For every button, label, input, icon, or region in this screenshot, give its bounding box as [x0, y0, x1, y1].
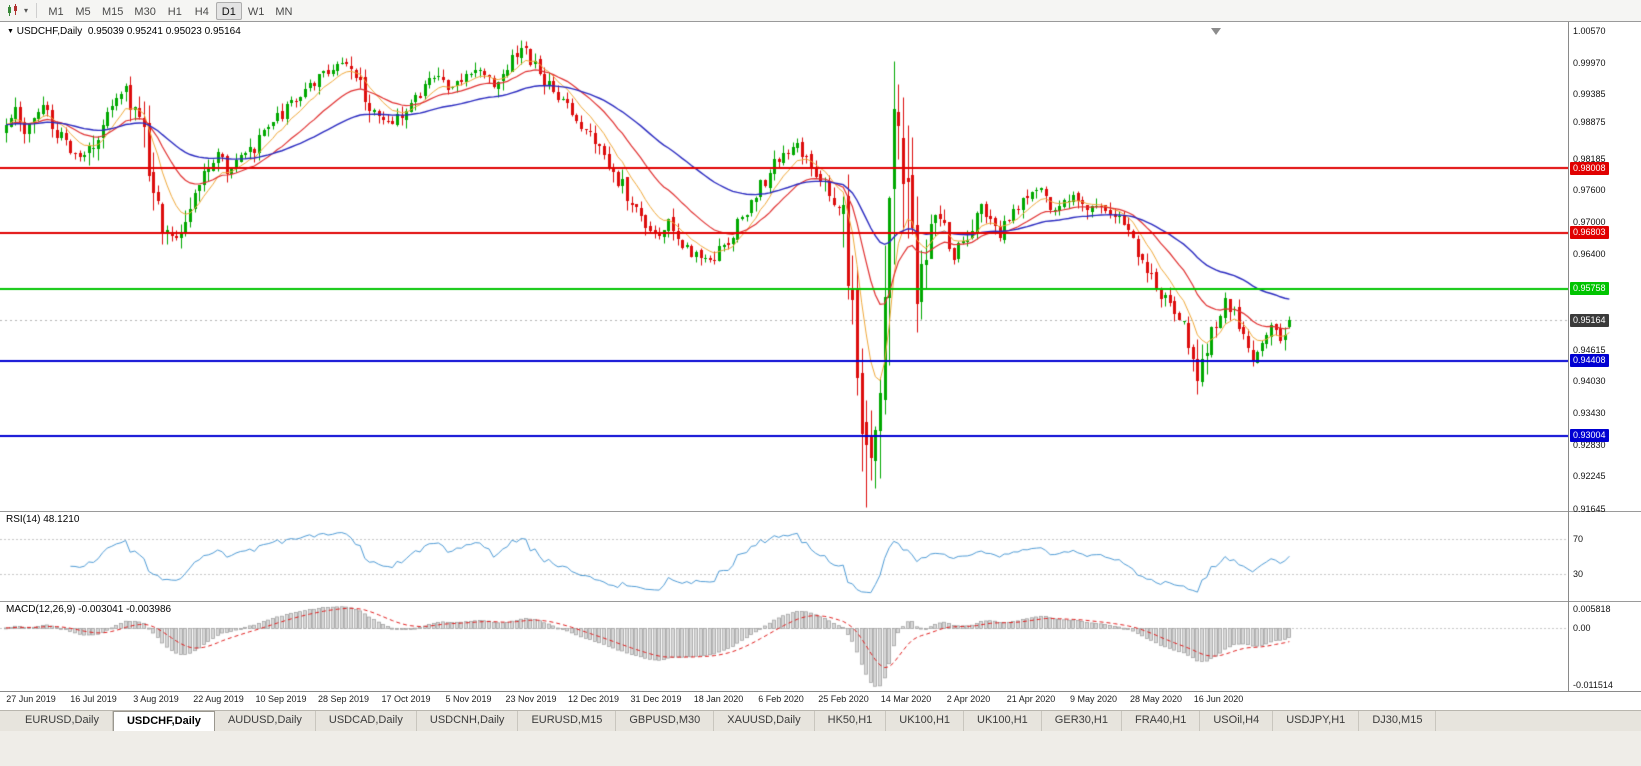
macd-scale-bottom: -0.011514 [1573, 680, 1613, 690]
date-label: 3 Aug 2019 [133, 694, 179, 704]
status-bar [0, 731, 1641, 766]
date-label: 21 Apr 2020 [1006, 694, 1056, 704]
price-level-badge: 0.95758 [1570, 282, 1609, 296]
date-label: 16 Jun 2020 [1193, 694, 1244, 704]
price-scale-label: 1.00570 [1573, 26, 1606, 37]
price-scale-label: 0.99385 [1573, 89, 1606, 100]
main-chart-canvas[interactable] [0, 22, 1568, 511]
price-level-badge: 0.94408 [1570, 354, 1609, 368]
chart-tab-audusd-daily[interactable]: AUDUSD,Daily [215, 711, 316, 731]
date-label: 6 Feb 2020 [758, 694, 804, 704]
timeframe-button-w1[interactable]: W1 [247, 5, 265, 18]
price-scale-label: 0.98185 [1573, 153, 1606, 164]
chart-shift-marker[interactable] [1211, 28, 1221, 35]
macd-header: MACD(12,26,9) -0.003041 -0.003986 [6, 604, 172, 615]
macd-canvas[interactable] [0, 602, 1568, 691]
price-scale-label: 0.98875 [1573, 116, 1606, 127]
time-axis-line [0, 691, 1641, 692]
chart-tab-xauusd-daily[interactable]: XAUUSD,Daily [714, 711, 815, 731]
date-label: 25 Feb 2020 [818, 694, 869, 704]
date-label: 31 Dec 2019 [630, 694, 682, 704]
price-scale-label: 0.97600 [1573, 184, 1606, 195]
chart-tab-uk100-h1[interactable]: UK100,H1 [964, 711, 1042, 731]
date-label: 23 Nov 2019 [505, 694, 557, 704]
price-scale-label: 0.99970 [1573, 58, 1606, 69]
chart-type-dropdown-icon[interactable]: ▾ [24, 6, 29, 15]
chart-type-icon[interactable] [5, 3, 21, 18]
price-level-badge: 0.96803 [1570, 226, 1609, 240]
toolbar: ▾ M1 M5 M15 M30 H1 H4 D1 W1 MN [0, 0, 1641, 22]
chart-tab-eurusd-daily[interactable]: EURUSD,Daily [12, 711, 113, 731]
rsi-scale-30: 30 [1573, 569, 1584, 579]
price-axis-line [1568, 22, 1569, 691]
rsi-canvas[interactable] [0, 512, 1568, 601]
chart-tab-dj30-m15[interactable]: DJ30,M15 [1359, 711, 1437, 731]
macd-scale-zero: 0.00 [1573, 622, 1591, 633]
date-label: 2 Apr 2020 [946, 694, 991, 704]
chart-tab-gbpusd-m30[interactable]: GBPUSD,M30 [616, 711, 715, 731]
date-label: 17 Oct 2019 [381, 694, 431, 704]
timeframe-button-mn[interactable]: MN [275, 5, 293, 18]
timeframe-button-h4[interactable]: H4 [194, 5, 209, 18]
chart-tab-usdcnh-daily[interactable]: USDCNH,Daily [417, 711, 519, 731]
price-scale-label: 0.92830 [1573, 440, 1606, 451]
chart-tab-ger30-h1[interactable]: GER30,H1 [1042, 711, 1122, 731]
price-scale-label: 0.94615 [1573, 344, 1606, 355]
date-label: 9 May 2020 [1069, 694, 1118, 704]
chart-tab-hk50-h1[interactable]: HK50,H1 [815, 711, 887, 731]
price-scale-label: 0.96400 [1573, 249, 1606, 260]
date-label: 18 Jan 2020 [693, 694, 744, 704]
current-price-badge: 0.95164 [1570, 313, 1609, 327]
price-scale-label: 0.92245 [1573, 471, 1606, 482]
chart-dropdown-icon: ▼ [7, 28, 14, 35]
date-label: 14 Mar 2020 [880, 694, 932, 704]
chart-tab-bar: EURUSD,Daily USDCHF,Daily AUDUSD,Daily USDC… [0, 710, 1641, 731]
date-label: 27 Jun 2019 [6, 694, 56, 704]
chart-tab-usdcad-daily[interactable]: USDCAD,Daily [316, 711, 417, 731]
timeframe-button-h1[interactable]: H1 [167, 5, 182, 18]
date-label: 22 Aug 2019 [193, 694, 244, 704]
chart-symbol: USDCHF,Daily [16, 26, 83, 37]
date-label: 16 Jul 2019 [70, 694, 117, 704]
timeframe-button-d1[interactable]: D1 [215, 1, 242, 20]
chart-tab-fra40-h1[interactable]: FRA40,H1 [1122, 711, 1201, 731]
price-scale-label: 0.93430 [1573, 408, 1606, 419]
timeframe-button-m1[interactable]: M1 [48, 5, 64, 18]
date-label: 5 Nov 2019 [445, 694, 492, 704]
price-level-badge: 0.93004 [1570, 429, 1609, 443]
chart-title: ▼ USDCHF,Daily 0.95039 0.95241 0.95023 0… [7, 26, 241, 37]
timeframe-button-m15[interactable]: M15 [102, 5, 124, 18]
panel-separator[interactable] [0, 511, 1641, 512]
chart-tab-usdchf-daily[interactable]: USDCHF,Daily [112, 711, 215, 731]
price-scale-label: 0.97000 [1573, 217, 1606, 228]
chart-tab-usoil-h4[interactable]: USOil,H4 [1200, 711, 1274, 731]
timeframe-button-m5[interactable]: M5 [75, 5, 91, 18]
timeframe-button-m30[interactable]: M30 [134, 5, 156, 18]
price-scale-label: 0.94030 [1573, 375, 1606, 386]
date-label: 10 Sep 2019 [255, 694, 307, 704]
chart-tab-usdjpy-h1[interactable]: USDJPY,H1 [1273, 711, 1360, 731]
chart-ohlc: 0.95039 0.95241 0.95023 0.95164 [87, 26, 241, 37]
chart-tab-eurusd-m15[interactable]: EURUSD,M15 [518, 711, 617, 731]
rsi-header: RSI(14) 48.1210 [6, 514, 80, 525]
chart-tab-uk100-h1[interactable]: UK100,H1 [886, 711, 965, 731]
timeframe-group: M1 M5 M15 M30 H1 H4 D1 W1 MN [43, 1, 297, 20]
rsi-scale-70: 70 [1573, 534, 1584, 544]
macd-scale-top: 0.005818 [1573, 604, 1611, 614]
panel-separator[interactable] [0, 601, 1641, 602]
price-scale-label: 0.91645 [1573, 503, 1606, 514]
date-label: 28 Sep 2019 [317, 694, 370, 704]
price-level-badge: 0.98008 [1570, 161, 1609, 175]
toolbar-separator [36, 3, 38, 18]
date-label: 28 May 2020 [1129, 694, 1183, 704]
date-label: 12 Dec 2019 [567, 694, 620, 704]
